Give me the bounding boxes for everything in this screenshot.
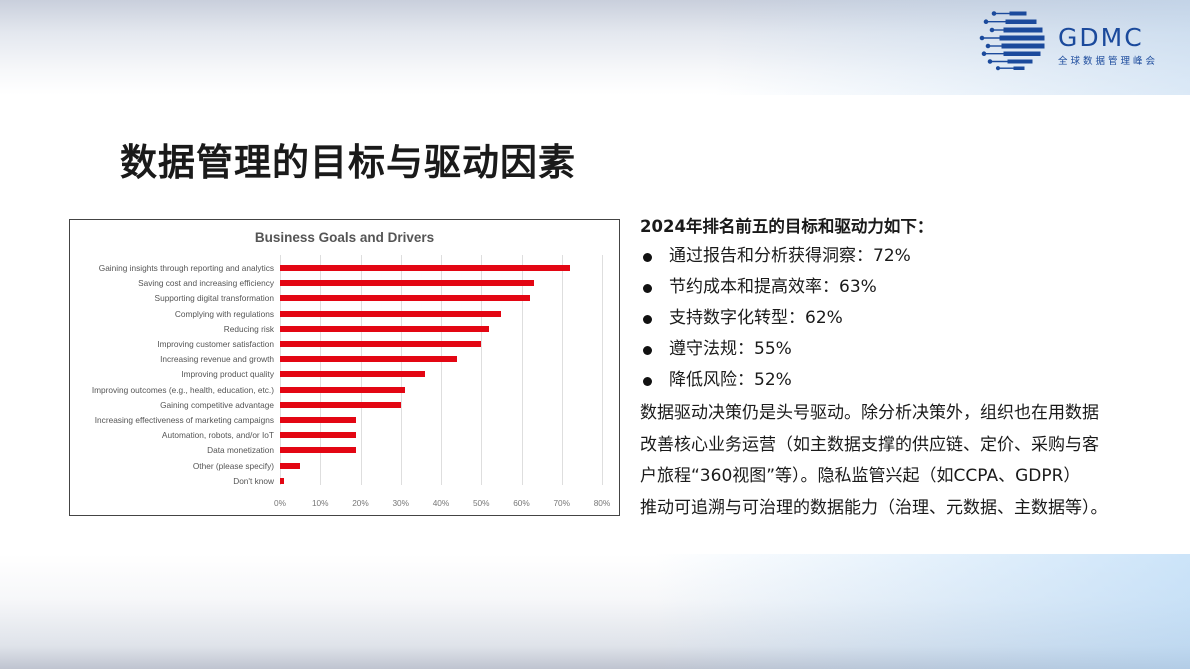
category-label: Gaining competitive advantage <box>160 399 274 410</box>
bar <box>280 310 502 317</box>
bar <box>280 295 530 302</box>
bullet-list: 通过报告和分析获得洞察：72% 节约成本和提高效率：63% 支持数字化转型：62… <box>640 241 1140 396</box>
bar <box>280 265 570 271</box>
x-tick-label: 40% <box>432 498 450 508</box>
bar <box>280 356 458 363</box>
x-tick-label: 20% <box>352 498 369 508</box>
category-label: Other (please specify) <box>192 460 274 471</box>
bullet-dot-icon <box>643 284 652 293</box>
paragraph-line: 改善核心业务运营（如主数据支撑的供应链、定价、采购与客 <box>640 434 1099 455</box>
gridline <box>400 255 402 485</box>
category-label: Increasing revenue and growth <box>160 354 274 365</box>
chart-title: Business Goals and Drivers <box>254 230 435 245</box>
gridline <box>441 255 442 485</box>
bullet-item: 通过报告和分析获得洞察：72% <box>640 241 1140 272</box>
bullet-dot-icon <box>643 377 652 386</box>
bullet-dot-icon <box>643 346 652 355</box>
category-label: Supporting digital transformation <box>154 293 274 304</box>
summary-heading: 2024年排名前五的目标和驱动力如下： <box>640 217 934 236</box>
category-label: Automation, robots, and/or IoT <box>161 430 274 441</box>
bar <box>280 371 425 378</box>
bar <box>280 432 357 439</box>
gridline <box>602 255 603 485</box>
bar <box>280 325 490 332</box>
globe-circuit-icon <box>979 11 1045 71</box>
x-tick-label: 10% <box>311 498 329 508</box>
gridline <box>481 255 483 485</box>
summary-paragraph: 数据驱动决策仍是头号驱动。除分析决策外，组织也在用数据 改善核心业务运营（如主数… <box>640 398 1125 524</box>
category-label: Complying with regulations <box>174 308 274 319</box>
bullet-text: 遵守法规：55% <box>669 339 792 359</box>
bar <box>280 477 285 484</box>
logo-subtitle: 全球数据管理峰会 <box>1058 56 1159 67</box>
gdmc-logo: GDMC 全球数据管理峰会 <box>978 8 1178 72</box>
business-goals-chart: Business Goals and Drivers 0% 10% 20% 30% 40… <box>69 219 620 516</box>
x-tick-label: 30% <box>392 498 410 508</box>
bullet-item: 节约成本和提高效率：63% <box>640 272 1140 303</box>
category-label: Gaining insights through reporting and a… <box>98 263 274 273</box>
bullet-text: 节约成本和提高效率：63% <box>669 277 877 297</box>
x-tick-label: 50% <box>472 498 490 508</box>
x-tick-label: 70% <box>553 498 571 508</box>
footer-background <box>0 554 1190 669</box>
bar <box>280 386 405 393</box>
header-background <box>0 0 1190 95</box>
bullet-item: 遵守法规：55% <box>640 334 1140 365</box>
bar <box>280 447 357 454</box>
bullet-text: 降低风险：52% <box>669 370 792 390</box>
gridline <box>280 255 281 485</box>
category-label: Increasing effectiveness of marketing ca… <box>94 415 274 425</box>
gridline <box>561 255 563 485</box>
page-title: 数据管理的目标与驱动因素 <box>120 141 576 184</box>
bullet-item: 支持数字化转型：62% <box>640 303 1140 334</box>
bar <box>280 462 301 469</box>
paragraph-line: 户旅程“360视图”等）。隐私监管兴起（如CCPA、GDPR） <box>640 466 1081 486</box>
category-label: Reducing risk <box>223 323 274 334</box>
bar <box>280 280 534 287</box>
gridline <box>521 255 523 485</box>
bullet-dot-icon <box>643 315 652 324</box>
logo-wordmark: GDMC <box>1058 23 1144 52</box>
x-tick-label: 60% <box>513 498 530 508</box>
bar <box>280 401 401 408</box>
gridline <box>360 255 362 485</box>
category-label: Data monetization <box>207 445 274 456</box>
x-tick-label: 80% <box>593 498 611 508</box>
bar <box>280 341 482 347</box>
bullet-item: 降低风险：52% <box>640 365 1140 396</box>
category-label: Saving cost and increasing efficiency <box>138 278 274 289</box>
paragraph-line: 数据驱动决策仍是头号驱动。除分析决策外，组织也在用数据 <box>640 403 1099 423</box>
bar <box>280 417 357 423</box>
bullet-text: 通过报告和分析获得洞察：72% <box>669 246 911 266</box>
paragraph-line: 推动可追溯与可治理的数据能力（治理、元数据、主数据等）。 <box>640 497 1108 518</box>
category-label: Improving outcomes (e.g., health, educat… <box>91 384 274 395</box>
category-label: Improving customer satisfaction <box>157 339 274 349</box>
category-label: Don't know <box>233 475 274 486</box>
bullet-text: 支持数字化转型：62% <box>669 308 843 328</box>
x-tick-label: 0% <box>274 498 286 508</box>
bullet-dot-icon <box>643 253 652 262</box>
summary-panel: 2024年排名前五的目标和驱动力如下： 通过报告和分析获得洞察：72% 节约成本… <box>640 213 1140 524</box>
gridline <box>320 255 322 485</box>
category-label: Improving product quality <box>181 369 274 380</box>
